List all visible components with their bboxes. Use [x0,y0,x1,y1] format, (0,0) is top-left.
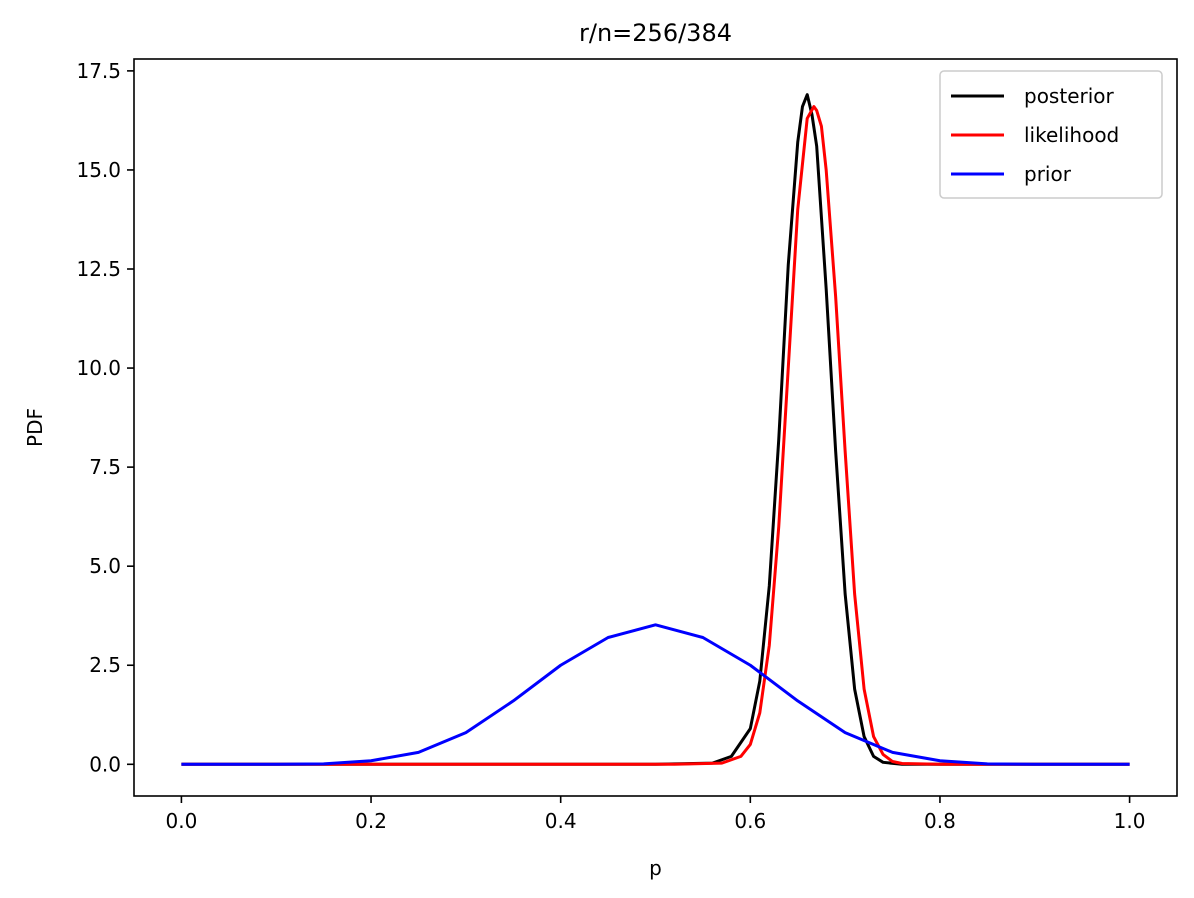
plot-frame [133,58,1178,797]
y-tick-label: 12.5 [76,257,121,281]
chart-title: r/n=256/384 [579,19,732,47]
x-axis-label: p [649,856,662,880]
legend: posterior likelihood prior [939,70,1163,199]
legend-label-likelihood: likelihood [1024,123,1119,147]
x-tick-label: 1.0 [1114,809,1146,833]
y-tick-label: 5.0 [89,554,121,578]
series-line-likelihood [181,105,1130,766]
legend-box [939,70,1163,199]
legend-label-prior: prior [1024,162,1072,186]
y-tick-label: 17.5 [76,59,121,83]
x-tick-label: 0.4 [545,809,577,833]
x-axis: 0.0 0.2 0.4 0.6 0.8 1.0 [166,796,1146,833]
y-axis-label: PDF [23,408,47,447]
series-line-posterior [181,93,1130,766]
x-tick-label: 0.8 [924,809,956,833]
series-line-prior [181,623,1130,766]
y-tick-label: 10.0 [76,356,121,380]
x-tick-label: 0.6 [734,809,766,833]
y-tick-label: 7.5 [89,455,121,479]
x-tick-label: 0.0 [166,809,198,833]
y-tick-label: 2.5 [89,653,121,677]
x-tick-label: 0.2 [355,809,387,833]
y-tick-label: 15.0 [76,158,121,182]
y-axis: 0.0 2.5 5.0 7.5 10.0 12.5 15.0 17.5 [76,59,134,776]
y-tick-label: 0.0 [89,752,121,776]
legend-label-posterior: posterior [1024,84,1115,108]
